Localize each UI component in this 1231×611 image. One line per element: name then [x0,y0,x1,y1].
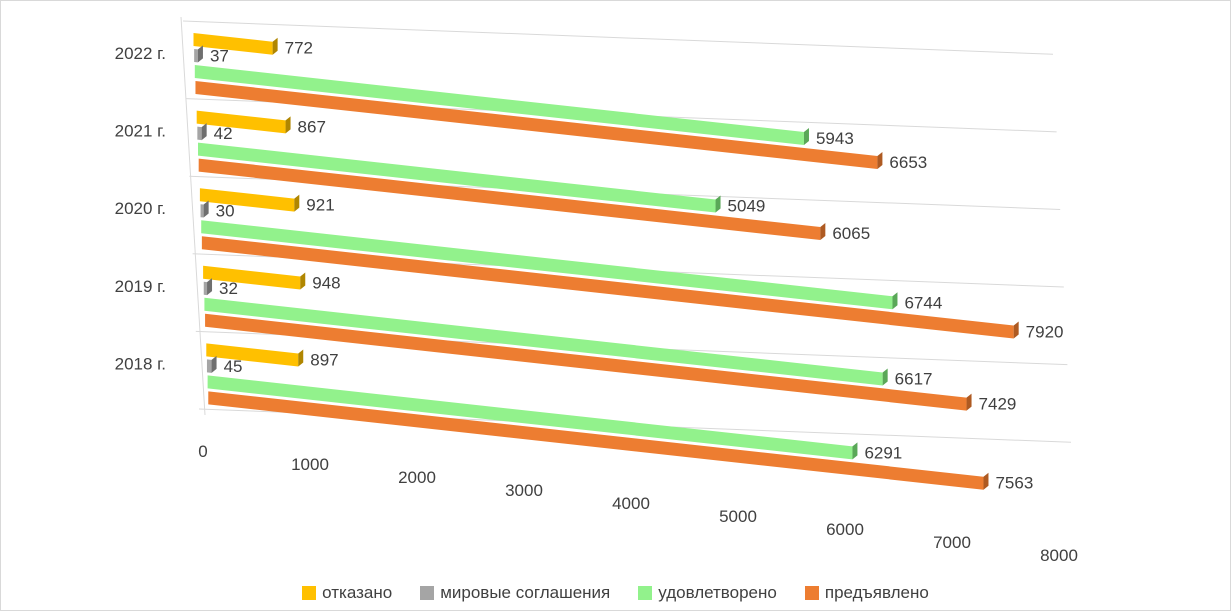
legend-item-filed: предъявлено [804,583,929,603]
bar-cap [877,152,883,170]
legend-swatch [638,586,653,600]
legend-label: удовлетворено [658,583,777,602]
data-label: 7920 [1026,323,1064,342]
bar-4-5 [208,391,984,490]
category-label: 2022 г. [115,44,166,63]
data-label: 6065 [832,224,870,243]
category-label: 2018 г. [115,354,166,373]
legend-label: мировые соглашения [440,583,611,602]
legend-item-refused: отказано [302,583,392,603]
bar-cap [892,292,898,310]
bar-cap [966,393,972,411]
labels: 2022 г. 772 37 5943 6653 2021 г. 867 42 5049 6065… [115,39,1078,565]
bar-1-2 [196,110,286,134]
data-label: 772 [285,39,313,58]
x-tick-label: 3000 [505,481,543,500]
data-label: 6744 [904,293,942,312]
bar-cap [294,194,300,212]
bar-4-4 [205,313,967,411]
x-tick-label: 4000 [612,494,650,513]
data-label: 45 [224,357,243,376]
legend-swatch [804,586,819,600]
data-label: 7429 [979,395,1017,414]
data-label: 32 [219,279,238,298]
bar-2-2 [197,126,202,141]
bar-2-4 [203,281,208,296]
data-label: 897 [310,351,338,370]
bar-cap [197,45,203,63]
bar-4-1 [195,81,878,170]
bar-cap [820,223,826,241]
x-tick-label: 1000 [291,455,329,474]
bar-cap [300,272,306,290]
bar-4-2 [198,158,821,241]
x-tick-label: 5000 [719,507,757,526]
legend-swatch [302,586,317,600]
bar-cap [803,128,809,146]
bar-4-3 [201,236,1014,339]
data-label: 921 [306,196,334,215]
legend-swatch [420,586,435,600]
bar-cap [1013,321,1019,339]
x-tick-label: 2000 [398,468,436,487]
bar-2-3 [200,204,204,218]
bar-cap [207,278,213,296]
x-tick-label: 7000 [933,533,971,552]
bar-cap [201,123,207,141]
legend-item-settlements: мировые соглашения [420,583,610,603]
bar-chart: 2022 г. 772 37 5943 6653 2021 г. 867 42 5049 6065… [115,16,1078,565]
bar-cap [715,195,721,213]
category-label: 2020 г. [115,199,166,218]
legend-label: предъявлено [824,583,929,602]
gridline [182,20,1054,55]
data-label: 30 [216,202,235,221]
category-label: 2019 г. [115,277,166,296]
bar-cap [298,349,304,367]
bar-3-2 [198,142,716,213]
data-label: 6291 [864,443,902,462]
bar-cap [211,355,217,373]
x-tick-label: 6000 [826,520,864,539]
bar-3-4 [204,297,883,386]
bar-1-4 [203,265,301,290]
bar-3-3 [201,220,893,310]
bar-3-5 [207,375,853,460]
data-label: 7563 [995,474,1033,493]
bar-1-3 [199,188,295,212]
data-label: 37 [210,46,229,65]
category-label: 2021 г. [115,122,166,141]
legend: отказано мировые соглашения удовлетворен… [0,580,1231,606]
axis-wall [180,16,206,416]
bar-cap [203,200,209,218]
legend-item-satisfied: удовлетворено [638,583,777,603]
bar-cap [983,472,989,490]
legend-label: отказано [322,583,393,602]
bar-cap [852,442,858,460]
bar-2-1 [194,49,198,63]
data-label: 948 [312,273,340,292]
data-label: 6653 [889,153,927,172]
x-tick-label: 0 [198,442,207,461]
bar-cap [882,368,888,386]
data-label: 6617 [895,369,933,388]
bar-cap [285,116,291,134]
bars [193,33,1019,490]
data-label: 867 [298,117,326,136]
data-label: 5943 [816,129,854,148]
bar-1-5 [206,343,299,367]
x-tick-label: 8000 [1040,546,1078,565]
bar-3-1 [194,65,804,146]
data-label: 42 [214,124,233,143]
data-label: 5049 [728,197,766,216]
bar-cap [272,37,278,55]
bar-1-1 [193,33,273,55]
bar-2-5 [206,359,212,373]
